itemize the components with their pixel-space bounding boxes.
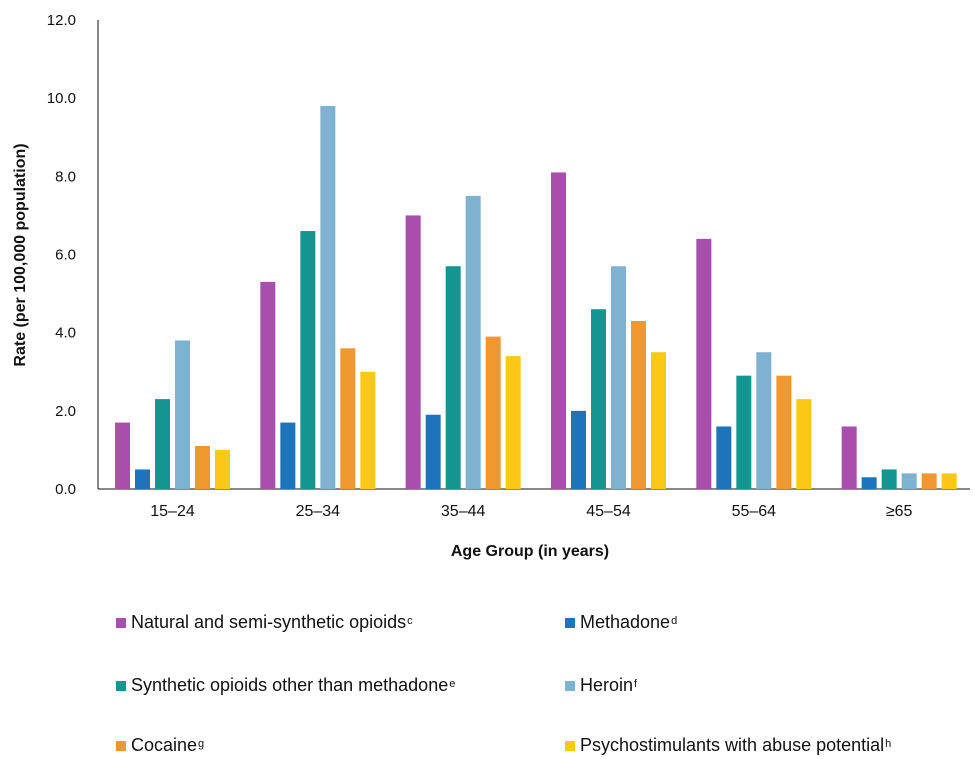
bar — [901, 473, 917, 489]
bar — [260, 281, 276, 489]
bar — [776, 375, 792, 489]
bar — [796, 399, 812, 489]
legend-swatch — [565, 617, 575, 628]
legend-swatch — [116, 680, 126, 691]
bar — [941, 473, 957, 489]
bar — [425, 414, 441, 489]
bar — [280, 422, 296, 489]
y-tick-label: 0.0 — [55, 481, 76, 498]
bar — [175, 340, 190, 489]
bar — [115, 422, 130, 489]
x-tick-label: 15–24 — [150, 503, 195, 520]
bar — [135, 469, 150, 489]
bar — [155, 399, 170, 489]
x-tick-label: 25–34 — [296, 503, 341, 520]
legend-label: Methadone — [580, 612, 671, 632]
bar — [611, 266, 626, 489]
legend-swatch — [565, 680, 575, 691]
bar — [465, 195, 481, 489]
bar — [195, 446, 210, 489]
legend-swatch — [116, 617, 126, 628]
legend-item: Heroin f — [565, 675, 637, 696]
legend-item: Synthetic opioids other than methadone e — [116, 675, 455, 696]
bar — [360, 371, 376, 489]
bar — [736, 375, 752, 489]
bar — [696, 238, 712, 489]
x-axis-title: Age Group (in years) — [451, 543, 609, 560]
y-tick-label: 6.0 — [55, 247, 76, 264]
bar — [651, 352, 666, 489]
bar — [485, 336, 501, 489]
bars — [115, 105, 957, 490]
bar — [631, 320, 646, 489]
bar — [756, 352, 772, 489]
legend-item: Psychostimulants with abuse potential h — [565, 735, 891, 756]
legend-item: Natural and semi-synthetic opioids c — [116, 612, 413, 633]
x-tick-label: 55–64 — [732, 503, 777, 520]
bar — [551, 172, 566, 490]
bar-chart: 0.0 2.0 4.0 6.0 8.0 10.0 12.0 15–24 25–34 35–44 4… — [12, 12, 970, 560]
x-axis-ticks: 15–24 25–34 35–44 45–54 55–64 ≥65 — [150, 503, 912, 520]
legend-label: Heroin — [580, 675, 634, 695]
y-tick-label: 2.0 — [55, 403, 76, 420]
legend-item: Methadone d — [565, 612, 677, 633]
bar — [215, 449, 230, 489]
bar — [405, 215, 421, 489]
y-axis-title: Rate (per 100,000 population) — [12, 143, 29, 366]
bar — [881, 469, 897, 489]
bar — [300, 231, 316, 490]
y-axis-ticks: 0.0 2.0 4.0 6.0 8.0 10.0 12.0 — [47, 12, 76, 498]
legend-label: Synthetic opioids other than methadone — [131, 675, 449, 695]
legend-swatch — [565, 740, 575, 751]
legend-item: Cocaine g — [116, 735, 204, 756]
legend-label: Cocaine — [131, 735, 198, 755]
bar — [716, 426, 732, 489]
y-tick-label: 12.0 — [47, 12, 76, 29]
bar — [591, 309, 606, 489]
bar — [921, 473, 937, 489]
x-tick-label: 45–54 — [586, 503, 631, 520]
bar — [505, 356, 521, 489]
x-tick-label: ≥65 — [886, 503, 913, 520]
bar — [320, 105, 336, 489]
y-tick-label: 4.0 — [55, 325, 76, 342]
bar — [340, 348, 356, 489]
y-tick-label: 10.0 — [47, 90, 76, 107]
y-tick-label: 8.0 — [55, 168, 76, 185]
bar — [571, 410, 586, 489]
legend-label: Natural and semi-synthetic opioids — [131, 612, 407, 632]
x-tick-label: 35–44 — [441, 503, 486, 520]
legend-swatch — [116, 740, 126, 751]
bar — [861, 477, 877, 489]
bar — [445, 266, 461, 489]
bar — [841, 426, 857, 489]
legend-label: Psychostimulants with abuse potential — [580, 735, 885, 755]
